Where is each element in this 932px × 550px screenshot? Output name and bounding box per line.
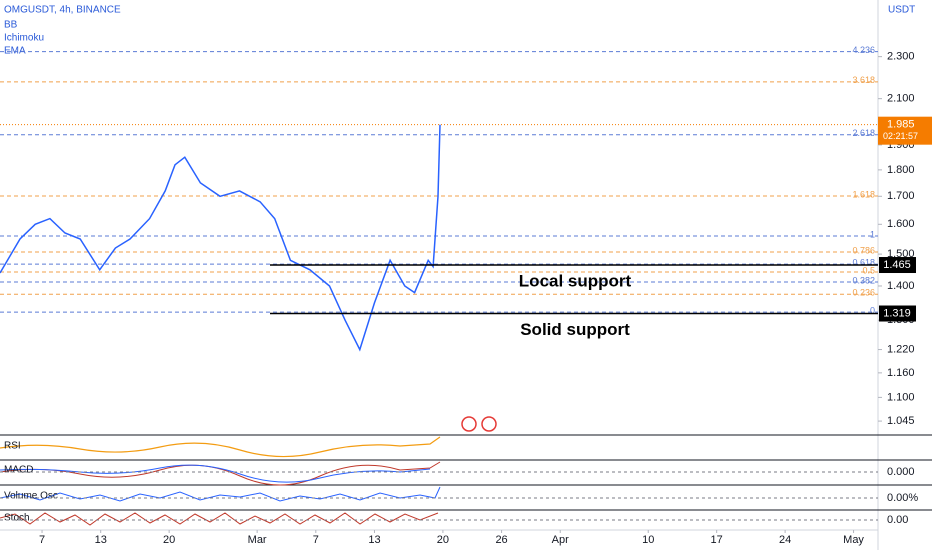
y-tick-label: 1.400 bbox=[887, 280, 915, 292]
y-tick-label: 1.800 bbox=[887, 164, 915, 176]
pane-label: Stoch bbox=[4, 513, 30, 524]
volume-osc-line bbox=[0, 486, 441, 502]
fib-label: 2.618 bbox=[852, 128, 875, 138]
indicator: EMA bbox=[4, 46, 26, 57]
y-tick-label: 1.220 bbox=[887, 343, 915, 355]
pane-tick-label: 0.000 bbox=[887, 466, 915, 478]
x-tick-label: Apr bbox=[552, 534, 569, 546]
pane-label: RSI bbox=[4, 441, 21, 452]
x-tick-label: 20 bbox=[163, 534, 175, 546]
y-tick-label: 1.045 bbox=[887, 415, 915, 427]
x-tick-label: 10 bbox=[642, 534, 654, 546]
x-tick-label: 20 bbox=[437, 534, 449, 546]
indicator-panes bbox=[0, 434, 932, 531]
level-value: 1.465 bbox=[883, 259, 911, 271]
level-box bbox=[879, 257, 916, 274]
rsi-line bbox=[0, 436, 441, 458]
fib-label: 3.618 bbox=[852, 75, 875, 85]
fib-label: 1 bbox=[870, 229, 875, 239]
y-tick-label: 1.100 bbox=[887, 391, 915, 403]
x-tick-label: 24 bbox=[779, 534, 791, 546]
level-value: 1.319 bbox=[883, 307, 911, 319]
x-tick-label: 7 bbox=[39, 534, 45, 546]
countdown: 02:21:57 bbox=[883, 131, 918, 141]
pane-label: Volume Osc bbox=[4, 491, 58, 502]
x-tick-label: 26 bbox=[495, 534, 507, 546]
fib-label: 0.5 bbox=[862, 265, 875, 275]
support-label: Local support bbox=[519, 271, 632, 290]
y-tick-label: 1.700 bbox=[887, 190, 915, 202]
fib-label: 0 bbox=[870, 305, 875, 315]
event-icon[interactable] bbox=[481, 416, 497, 432]
x-tick-label: 7 bbox=[313, 534, 319, 546]
pane-tick-label: 0.00% bbox=[887, 492, 918, 504]
x-tick-label: 17 bbox=[711, 534, 723, 546]
fib-label: 4.236 bbox=[852, 45, 875, 55]
indicator: Ichimoku bbox=[4, 33, 44, 44]
x-tick-label: Mar bbox=[248, 534, 267, 546]
y-tick-label: 2.100 bbox=[887, 93, 915, 105]
last-price: 1.985 bbox=[887, 119, 915, 131]
fib-label: 0.618 bbox=[852, 257, 875, 267]
fib-label: 0.786 bbox=[852, 245, 875, 255]
price-line bbox=[0, 124, 441, 352]
y-tick-label: 2.300 bbox=[887, 51, 915, 63]
stoch-line bbox=[0, 512, 439, 526]
event-icon[interactable] bbox=[461, 416, 477, 432]
y-tick-label: 1.500 bbox=[887, 248, 915, 260]
last-price-box bbox=[878, 116, 932, 145]
pane-tick-label: 0.00 bbox=[887, 514, 908, 526]
x-tick-label: May bbox=[843, 534, 864, 546]
x-tick-label: 13 bbox=[368, 534, 380, 546]
pane-label: MACD bbox=[4, 465, 33, 476]
y-tick-label: 1.600 bbox=[887, 218, 915, 230]
event-icons bbox=[461, 416, 497, 432]
support-label: Solid support bbox=[520, 320, 630, 339]
fib-label: 0.382 bbox=[852, 275, 875, 285]
fib-label: 0.236 bbox=[852, 288, 875, 298]
y-tick-label: 1.160 bbox=[887, 367, 915, 379]
indicator: BB bbox=[4, 20, 18, 31]
level-box bbox=[879, 305, 916, 322]
x-tick-label: 13 bbox=[95, 534, 107, 546]
fib-label: 1.618 bbox=[852, 189, 875, 199]
currency: USDT bbox=[888, 5, 915, 16]
symbol: OMGUSDT, 4h, BINANCE bbox=[4, 5, 121, 16]
